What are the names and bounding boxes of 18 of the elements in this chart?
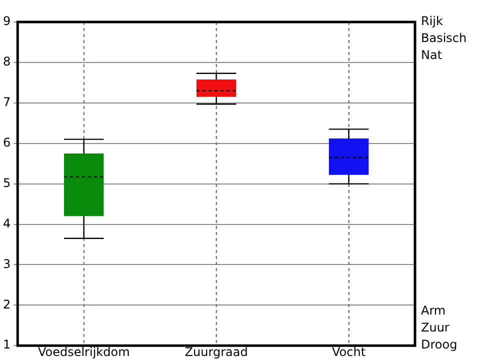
x-tick-label: Zuurgraad [184,344,248,359]
y-tick-label: 8 [2,54,11,69]
y-tick-label: 5 [2,176,11,190]
y-tick-label: 4 [2,216,11,230]
y-tick-label: 9 [2,14,11,28]
y-tick-label: 2 [2,297,11,312]
y-tick-label: 6 [2,135,11,150]
text: Zuur [421,320,450,335]
text: Nat [421,48,442,62]
text: Arm [421,304,446,318]
text: Rijk [421,14,444,28]
y-tick-label: 7 [2,95,11,110]
y-tick-label: 3 [2,256,11,271]
x-tick-label: Vocht [332,344,366,359]
x-tick-label: Voedselrijkdom [38,344,130,359]
text: Basisch [421,31,467,46]
y-tick-label: 1 [2,338,11,352]
text: Droog [421,338,458,352]
